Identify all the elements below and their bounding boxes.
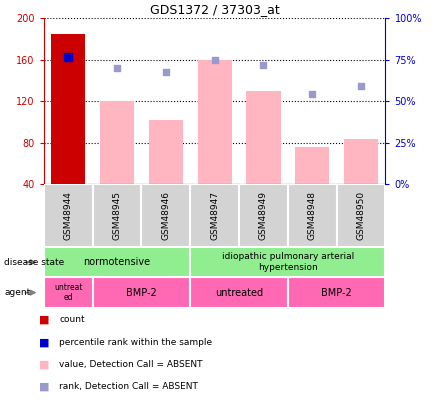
Bar bbox=[239, 184, 288, 247]
Bar bbox=[246, 91, 280, 184]
Text: untreated: untreated bbox=[215, 288, 263, 298]
Bar bbox=[198, 60, 232, 184]
Bar bbox=[288, 184, 337, 247]
Point bbox=[260, 62, 267, 68]
Bar bbox=[44, 277, 92, 308]
Text: percentile rank within the sample: percentile rank within the sample bbox=[59, 338, 212, 347]
Point bbox=[211, 57, 218, 63]
Bar bbox=[100, 101, 134, 184]
Text: ■: ■ bbox=[39, 315, 49, 325]
Bar bbox=[190, 184, 239, 247]
Text: BMP-2: BMP-2 bbox=[126, 288, 157, 298]
Bar bbox=[344, 139, 378, 184]
Point bbox=[357, 83, 364, 89]
Text: untreat
ed: untreat ed bbox=[54, 283, 82, 302]
Bar bbox=[190, 277, 288, 308]
Text: GSM48947: GSM48947 bbox=[210, 191, 219, 240]
Point bbox=[309, 91, 316, 97]
Point bbox=[65, 53, 72, 60]
Text: ■: ■ bbox=[39, 360, 49, 369]
Text: BMP-2: BMP-2 bbox=[321, 288, 352, 298]
Text: count: count bbox=[59, 315, 85, 324]
Bar bbox=[149, 120, 183, 184]
Bar bbox=[51, 34, 85, 184]
Bar bbox=[92, 184, 141, 247]
Text: GSM48949: GSM48949 bbox=[259, 191, 268, 240]
Bar bbox=[288, 277, 385, 308]
Text: value, Detection Call = ABSENT: value, Detection Call = ABSENT bbox=[59, 360, 203, 369]
Bar bbox=[44, 184, 92, 247]
Text: rank, Detection Call = ABSENT: rank, Detection Call = ABSENT bbox=[59, 382, 198, 391]
Text: GSM48944: GSM48944 bbox=[64, 191, 73, 240]
Bar bbox=[141, 184, 190, 247]
Text: disease state: disease state bbox=[4, 258, 65, 267]
Bar bbox=[190, 247, 385, 277]
Point bbox=[113, 65, 120, 71]
Text: agent: agent bbox=[4, 288, 31, 297]
Text: idiopathic pulmonary arterial
hypertension: idiopathic pulmonary arterial hypertensi… bbox=[222, 252, 354, 272]
Text: GSM48945: GSM48945 bbox=[113, 191, 121, 240]
Point bbox=[162, 69, 170, 75]
Text: normotensive: normotensive bbox=[84, 257, 151, 267]
Bar bbox=[337, 184, 385, 247]
Title: GDS1372 / 37303_at: GDS1372 / 37303_at bbox=[150, 3, 279, 16]
Bar bbox=[44, 247, 190, 277]
Text: GSM48948: GSM48948 bbox=[308, 191, 317, 240]
Text: GSM48950: GSM48950 bbox=[357, 191, 366, 240]
Text: GSM48946: GSM48946 bbox=[161, 191, 170, 240]
Text: ■: ■ bbox=[39, 382, 49, 392]
Bar bbox=[92, 277, 190, 308]
Text: ■: ■ bbox=[39, 337, 49, 347]
Bar bbox=[295, 147, 329, 184]
